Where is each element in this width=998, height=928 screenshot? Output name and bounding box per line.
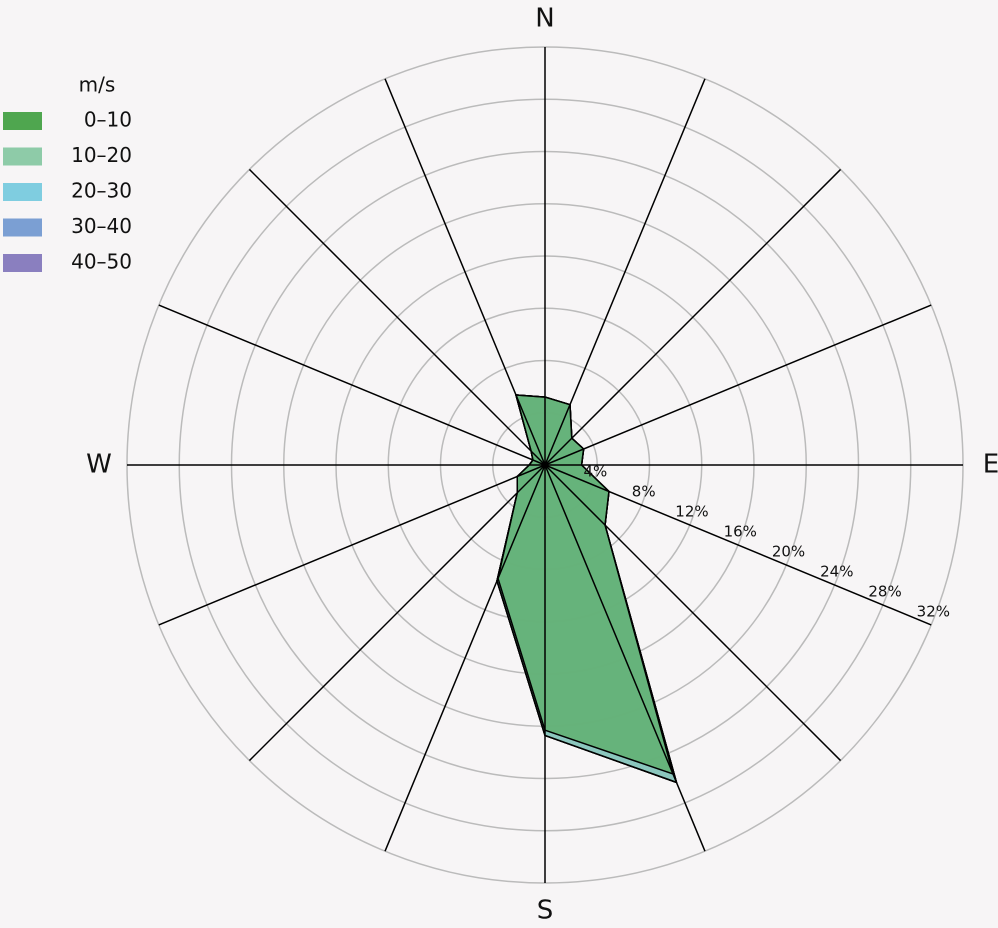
legend-label: 30–40 [71,214,132,238]
spoke [384,78,546,466]
legend-swatch [3,254,42,272]
spoke [544,464,842,762]
spoke [384,464,546,852]
spoke [544,464,932,626]
spoke [544,304,932,466]
r-tick-label: 28% [868,583,901,601]
legend-title: m/s [79,73,116,97]
r-tick-label: 4% [584,463,608,481]
legend-label: 0–10 [84,108,132,132]
spoke [544,168,842,466]
r-tick-label: 8% [632,483,656,501]
direction-label: S [537,896,554,926]
legend-swatch [3,183,42,201]
spoke [158,464,546,626]
direction-label: W [86,450,112,480]
spoke [248,464,546,762]
spoke [544,78,706,466]
r-tick-label: 20% [772,543,805,561]
legend-label: 10–20 [71,143,132,167]
r-tick-label: 24% [820,563,853,581]
legend-swatch [3,147,42,166]
legend-swatch [3,112,42,130]
r-tick-label: 16% [724,523,757,541]
legend-label: 20–30 [71,179,132,203]
spoke [248,168,546,466]
legend-swatch [3,218,42,237]
r-tick-label: 32% [917,603,950,621]
direction-label: E [983,450,998,480]
spoke [544,464,706,852]
direction-label: N [535,4,554,34]
r-tick-label: 12% [675,503,708,521]
legend-label: 40–50 [71,250,132,274]
spoke [158,304,546,466]
